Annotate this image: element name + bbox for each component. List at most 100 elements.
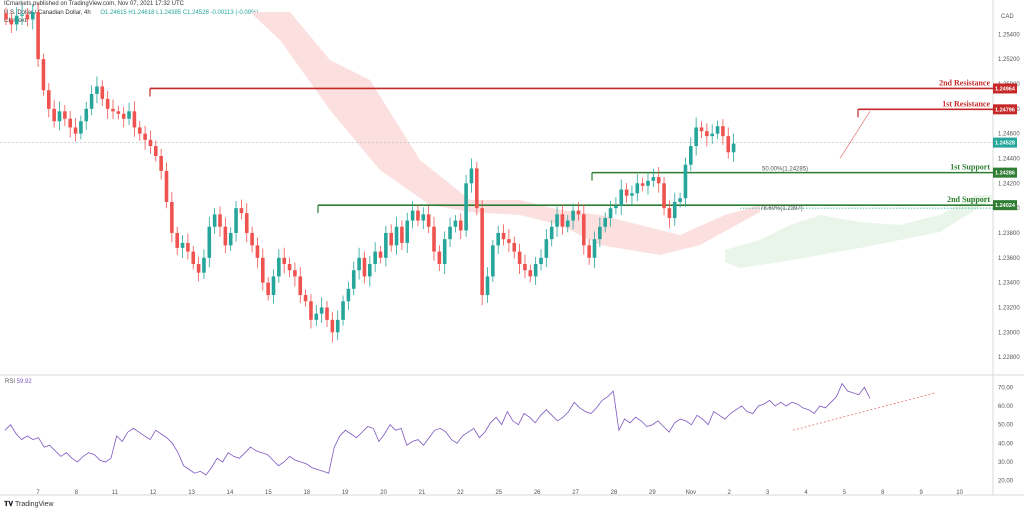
- candle-body: [116, 111, 121, 114]
- ohlc-readout: O1.24615 H1.24618 L1.24385 C1.24528 -0.0…: [100, 10, 259, 16]
- ichimoku-cloud-bearish: [250, 12, 760, 255]
- time-tick-label: 13: [188, 490, 195, 496]
- candle-body: [196, 264, 201, 273]
- time-tick-label: 20: [380, 490, 387, 496]
- candle-body: [699, 127, 704, 132]
- time-tick-label: 8: [881, 490, 885, 496]
- candle-body: [100, 86, 105, 99]
- price-tick-label: 1.24400: [998, 156, 1020, 162]
- time-tick-label: 4: [804, 490, 808, 496]
- candle-body: [544, 239, 549, 258]
- candle-body: [501, 232, 506, 240]
- level-label-1: 1st Resistance: [942, 99, 990, 108]
- candle-body: [667, 208, 672, 219]
- candle-body: [143, 133, 147, 140]
- candle-body: [277, 257, 281, 277]
- time-tick-label: 8: [75, 490, 79, 496]
- time-tick-label: 11: [112, 490, 119, 496]
- candle-body: [159, 156, 163, 171]
- level-tag-text-3: 1.24024: [995, 203, 1016, 209]
- candle-body: [282, 257, 286, 264]
- symbol-title[interactable]: U.S. Dollar / Canadian Dollar, 4h: [4, 10, 91, 16]
- level-tag-text-2: 1.24286: [995, 171, 1015, 177]
- candle-body: [458, 220, 463, 231]
- candle-body: [689, 146, 693, 165]
- fib-label-1: 78.60%(1.2397): [760, 206, 803, 212]
- time-tick-label: 3: [766, 490, 770, 496]
- candle-body: [662, 183, 666, 209]
- candle-body: [180, 242, 185, 248]
- candle-body: [63, 111, 67, 119]
- candle-body: [244, 213, 249, 233]
- rsi-trendline: [792, 392, 936, 431]
- rsi-value: 59.92: [17, 379, 33, 385]
- candle-body: [442, 239, 447, 264]
- time-tick-label: 2: [728, 490, 732, 496]
- candle-body: [255, 245, 260, 258]
- time-tick-label: 15: [265, 490, 272, 496]
- price-tick-label: 1.25400: [998, 32, 1020, 38]
- candle-body: [656, 177, 661, 184]
- candle-body: [68, 118, 72, 128]
- candle-body: [710, 133, 714, 137]
- candle-body: [405, 220, 410, 243]
- candle-body: [426, 214, 431, 227]
- candle-body: [57, 111, 62, 122]
- candle-body: [191, 251, 196, 264]
- candle-body: [512, 242, 517, 252]
- price-tick-label: 1.23200: [998, 305, 1020, 311]
- candle-body: [378, 251, 383, 258]
- candle-body: [496, 232, 500, 246]
- rsi-line: [4, 382, 871, 476]
- time-tick-label: 25: [495, 490, 502, 496]
- fib-label-0: 50.00%(1.24285): [762, 167, 808, 173]
- candle-body: [234, 208, 238, 233]
- time-tick-label: 26: [534, 490, 541, 496]
- time-tick-label: 22: [457, 490, 464, 496]
- price-tick-label: 1.24600: [998, 132, 1020, 138]
- candle-body: [432, 226, 436, 252]
- candle-body: [726, 136, 731, 153]
- level-label-3: 2nd Support: [947, 195, 990, 204]
- candle-body: [416, 210, 420, 221]
- candle-body: [319, 307, 324, 314]
- candle-body: [640, 183, 645, 186]
- candle-body: [223, 226, 228, 246]
- candle-body: [239, 208, 244, 214]
- candle-body: [373, 251, 377, 264]
- candle-body: [448, 226, 452, 240]
- candle-body: [218, 214, 222, 227]
- candle-body: [592, 239, 597, 258]
- candle-body: [164, 170, 169, 202]
- ichimoku-cloud-bullish: [725, 195, 993, 268]
- candle-body: [95, 86, 99, 94]
- candle-body: [549, 226, 554, 240]
- candle-body: [630, 193, 634, 196]
- candle-body: [330, 319, 335, 333]
- level-tag-2: [993, 167, 1017, 178]
- candle-body: [437, 251, 442, 264]
- candle-body: [533, 264, 538, 277]
- candle-body: [287, 264, 292, 271]
- candle-body: [368, 264, 372, 277]
- candle-body: [624, 189, 629, 196]
- candle-body: [491, 245, 495, 277]
- candle-body: [560, 214, 565, 227]
- candle-body: [298, 276, 303, 296]
- candle-body: [314, 313, 319, 320]
- candle-body: [362, 257, 367, 277]
- candle-body: [582, 214, 586, 246]
- candle-body: [539, 257, 543, 264]
- tradingview-logo[interactable]: 𝐓𝐕 TradingView: [4, 501, 54, 508]
- level-tag-0: [993, 83, 1017, 94]
- rsi-tick-label: 30.00: [998, 460, 1014, 466]
- candle-body: [30, 12, 35, 20]
- rsi-label: RSI 59.92: [5, 379, 32, 385]
- candle-body: [517, 251, 522, 264]
- candle-body: [271, 276, 276, 296]
- candle-body: [335, 319, 340, 333]
- candle-body: [731, 143, 736, 153]
- candle-body: [721, 126, 725, 137]
- candle-body: [41, 59, 46, 91]
